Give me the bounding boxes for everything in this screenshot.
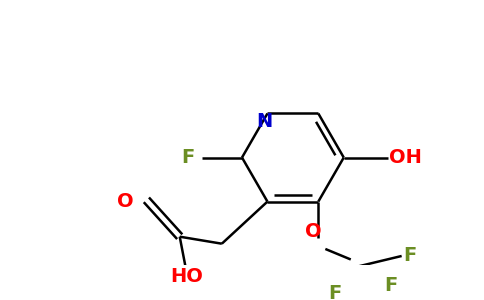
Text: O: O: [118, 192, 134, 211]
Text: N: N: [256, 112, 272, 131]
Text: OH: OH: [389, 148, 422, 167]
Text: F: F: [384, 276, 397, 295]
Text: F: F: [403, 247, 417, 266]
Text: HO: HO: [170, 267, 203, 286]
Text: F: F: [182, 148, 195, 167]
Text: O: O: [305, 222, 321, 241]
Text: F: F: [328, 284, 342, 300]
